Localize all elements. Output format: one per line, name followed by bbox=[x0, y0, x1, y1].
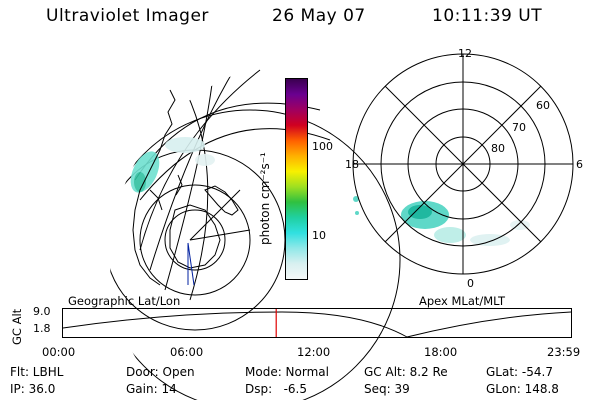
mlt-label-6: 6 bbox=[576, 158, 583, 171]
coastline bbox=[204, 185, 239, 216]
mode-info: Mode: Normal bbox=[245, 365, 329, 379]
altitude-xtick-1800: 18:00 bbox=[424, 345, 458, 359]
altitude-xtick-2359: 23:59 bbox=[547, 345, 581, 359]
ip-info: IP: 36.0 bbox=[10, 382, 56, 396]
geo-lat-circle bbox=[110, 109, 401, 400]
mlat-label-60: 60 bbox=[536, 99, 550, 112]
instrument-title: Ultraviolet Imager bbox=[46, 6, 209, 26]
gc-alt-info: GC Alt: 8.2 Re bbox=[364, 365, 448, 379]
mlat-label-80: 80 bbox=[491, 142, 505, 155]
colorbar bbox=[285, 78, 308, 280]
altitude-plot bbox=[62, 308, 572, 338]
coastline bbox=[175, 174, 183, 196]
geo-lon-line bbox=[179, 79, 209, 301]
geo-map-label: Geographic Lat/Lon bbox=[68, 294, 181, 308]
date-label: 26 May 07 bbox=[272, 6, 366, 26]
mlt-line-diag bbox=[384, 85, 542, 243]
polar-aurora bbox=[353, 196, 530, 246]
coastline bbox=[149, 189, 163, 211]
mlt-label-0: 0 bbox=[467, 277, 474, 290]
altitude-xtick-1200: 12:00 bbox=[297, 345, 331, 359]
time-label: 10:11:39 UT bbox=[432, 6, 543, 26]
filter-info: Flt: LBHL bbox=[10, 365, 64, 379]
geo-lat-circle bbox=[139, 184, 251, 296]
mlt-label-18: 18 bbox=[345, 158, 359, 171]
altitude-xtick-0000: 00:00 bbox=[42, 345, 76, 359]
geo-aurora bbox=[130, 137, 215, 193]
altitude-xtick-0600: 06:00 bbox=[170, 345, 204, 359]
seq-info: Seq: 39 bbox=[364, 382, 410, 396]
geo-lon-line bbox=[189, 189, 241, 241]
colorbar-tick-10: 10 bbox=[312, 229, 326, 242]
altitude-plot-frame bbox=[62, 308, 572, 338]
colorbar-tick-100: 100 bbox=[312, 140, 333, 153]
dsp-info: Dsp: -6.5 bbox=[245, 382, 308, 396]
altitude-curve bbox=[62, 311, 572, 338]
geo-lon-line bbox=[189, 229, 251, 241]
gain-info: Gain: 14 bbox=[126, 382, 177, 396]
polar-map-label: Apex MLat/MLT bbox=[419, 294, 506, 308]
glat-info: GLat: -54.7 bbox=[486, 365, 553, 379]
coastline bbox=[169, 204, 221, 269]
coastline bbox=[132, 89, 176, 286]
altitude-ylabel: GC Alt bbox=[10, 308, 24, 345]
mlat-label-70: 70 bbox=[512, 121, 526, 134]
altitude-ytick-top: 9.0 bbox=[33, 305, 51, 318]
geo-lat-circle bbox=[164, 209, 226, 271]
sub-satellite-line bbox=[187, 242, 195, 286]
mlt-label-12: 12 bbox=[458, 47, 472, 60]
altitude-ytick-bottom: 1.8 bbox=[33, 322, 51, 335]
glon-info: GLon: 148.8 bbox=[486, 382, 559, 396]
geo-lon-line bbox=[149, 60, 241, 271]
door-info: Door: Open bbox=[126, 365, 195, 379]
